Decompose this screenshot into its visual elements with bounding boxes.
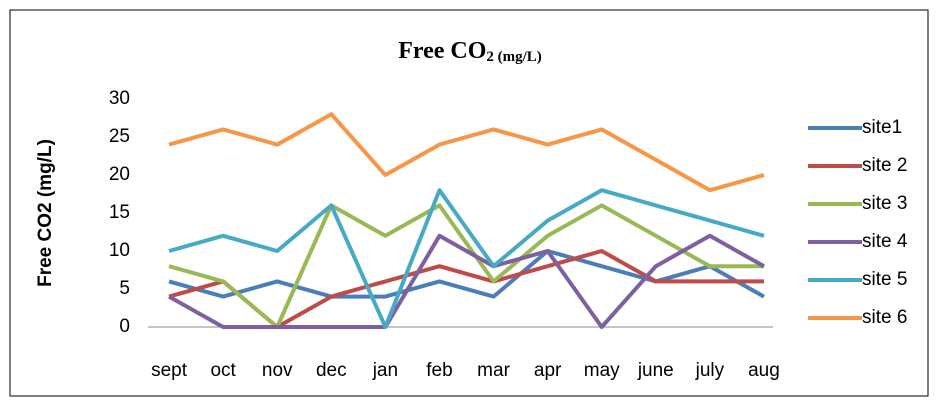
x-tick-label: apr bbox=[534, 360, 562, 381]
x-tick-label: july bbox=[695, 360, 725, 381]
y-tick-label: 25 bbox=[109, 126, 130, 147]
x-tick-label: may bbox=[584, 360, 620, 381]
x-tick-label: aug bbox=[748, 360, 780, 381]
y-tick-label: 30 bbox=[109, 88, 130, 109]
x-tick-label: oct bbox=[210, 360, 236, 381]
y-tick-label: 0 bbox=[119, 316, 130, 337]
title-main: Free CO bbox=[398, 38, 486, 64]
y-axis-label: Free CO2 (mg/L) bbox=[35, 139, 56, 287]
y-tick-label: 15 bbox=[109, 202, 130, 223]
series-line bbox=[168, 112, 765, 193]
x-tick-label: june bbox=[637, 360, 674, 381]
x-tick-label: sept bbox=[151, 360, 188, 381]
x-tick-label: mar bbox=[477, 360, 510, 381]
chart-title: Free CO2 (mg/L) bbox=[398, 38, 542, 66]
legend-label: site1 bbox=[862, 117, 902, 138]
x-tick-label: jan bbox=[372, 360, 398, 381]
legend-label: site 3 bbox=[862, 193, 907, 214]
chart-border bbox=[9, 9, 929, 397]
series-line bbox=[168, 249, 765, 299]
legend-label: site 5 bbox=[862, 269, 907, 290]
x-tick-label: dec bbox=[316, 360, 347, 381]
x-tick-label: nov bbox=[262, 360, 293, 381]
title-subscript: 2 (mg/L) bbox=[486, 49, 541, 65]
y-tick-label: 10 bbox=[109, 240, 130, 261]
legend-label: site 2 bbox=[862, 155, 907, 176]
series-line bbox=[168, 233, 765, 329]
y-tick-label: 20 bbox=[109, 164, 130, 185]
series-line bbox=[168, 203, 764, 329]
legend-label: site 6 bbox=[862, 307, 907, 328]
y-tick-label: 5 bbox=[119, 278, 130, 299]
legend-label: site 4 bbox=[862, 231, 908, 252]
series-line bbox=[168, 188, 765, 329]
x-tick-label: feb bbox=[426, 360, 452, 381]
